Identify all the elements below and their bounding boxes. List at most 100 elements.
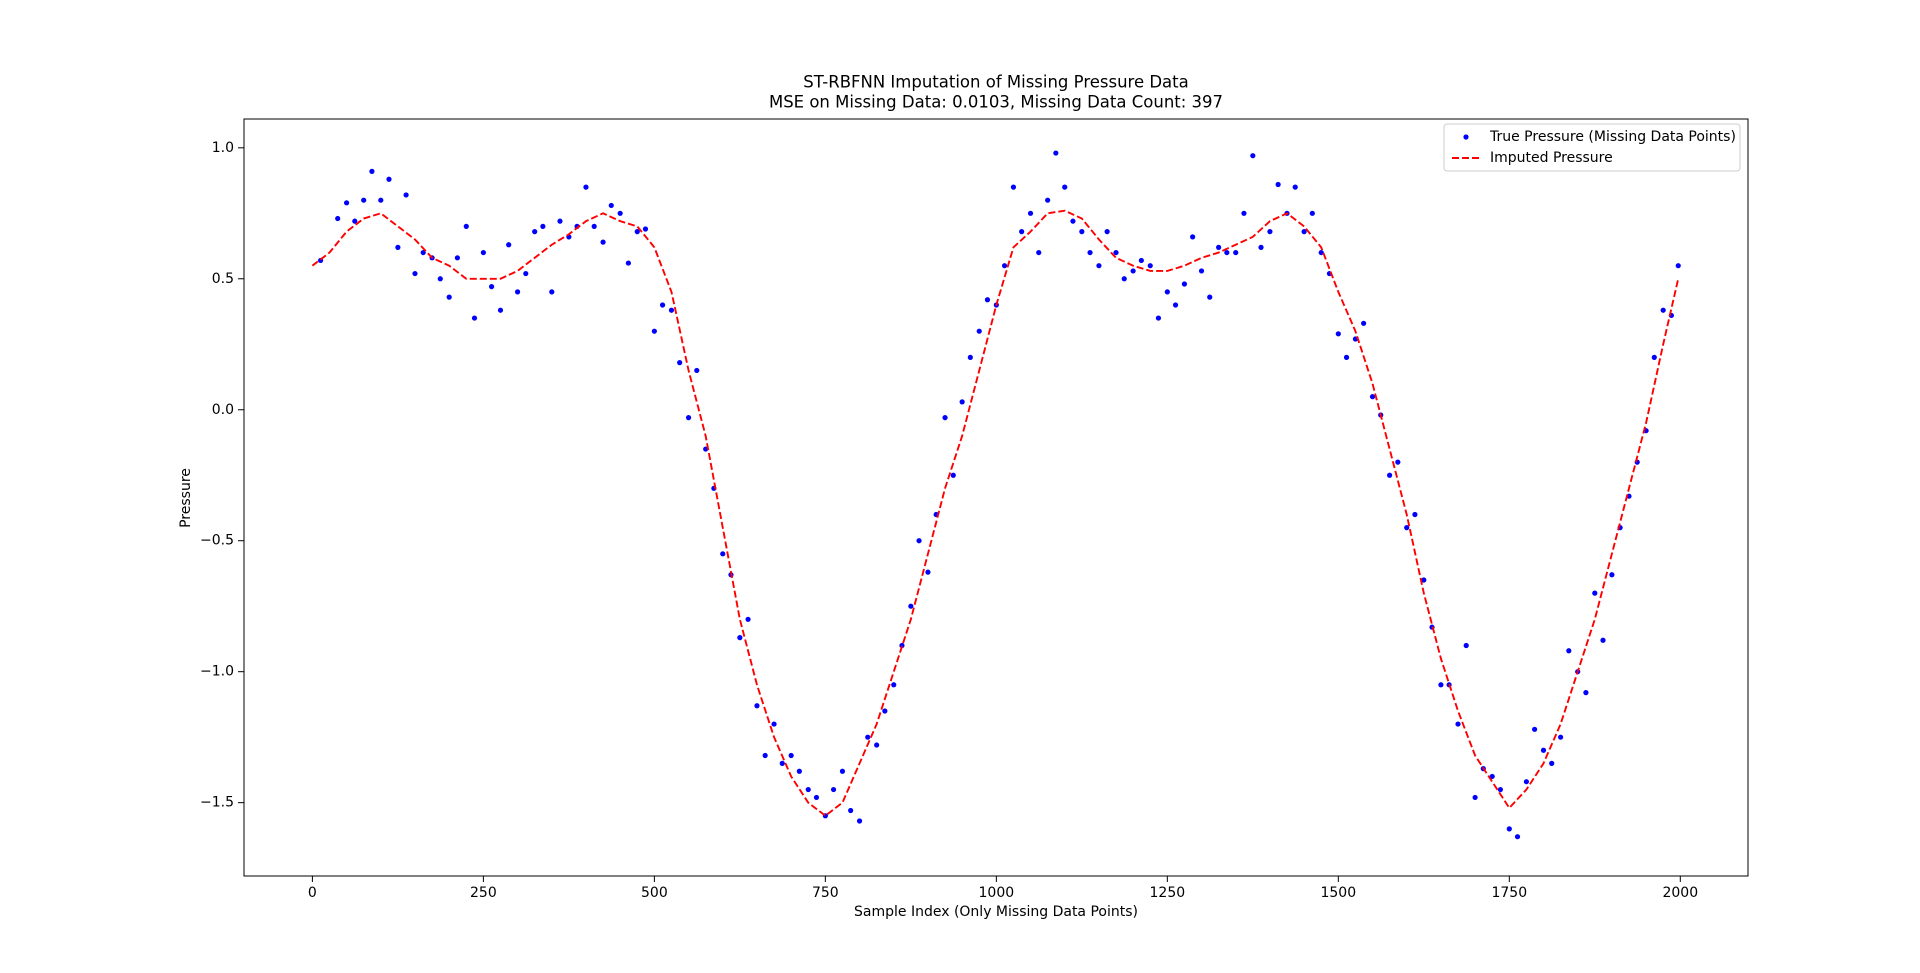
data-point xyxy=(1155,315,1162,321)
data-point xyxy=(796,768,802,774)
data-point xyxy=(976,328,982,334)
data-point xyxy=(583,184,589,190)
data-point xyxy=(891,682,897,688)
data-point xyxy=(1557,734,1564,740)
y-tick-label: −1.5 xyxy=(200,795,234,811)
data-point xyxy=(1609,572,1615,578)
data-point xyxy=(1675,263,1681,269)
data-point xyxy=(1369,394,1376,400)
data-point xyxy=(984,297,991,303)
data-point xyxy=(549,289,555,295)
data-point xyxy=(1489,773,1495,780)
data-point xyxy=(488,284,495,290)
x-tick-label: 250 xyxy=(470,885,497,901)
data-point xyxy=(771,721,777,727)
data-point xyxy=(532,229,538,235)
data-point xyxy=(1592,590,1598,596)
data-point xyxy=(1190,234,1196,240)
data-point xyxy=(950,472,956,478)
data-point xyxy=(848,807,854,814)
data-point xyxy=(361,197,367,203)
data-point xyxy=(694,367,700,374)
x-tick-label: 1250 xyxy=(1150,885,1186,901)
data-point xyxy=(1318,249,1324,256)
data-point xyxy=(677,360,683,366)
x-tick-label: 2000 xyxy=(1662,885,1698,901)
data-point xyxy=(1514,834,1521,840)
data-point xyxy=(642,226,649,232)
data-point xyxy=(446,294,452,300)
x-tick-label: 750 xyxy=(812,885,839,901)
data-point xyxy=(1275,181,1281,188)
data-point xyxy=(557,218,563,224)
data-point xyxy=(1258,244,1264,250)
data-point xyxy=(1523,779,1530,785)
x-tick-label: 1750 xyxy=(1491,885,1527,901)
data-point xyxy=(1045,197,1051,203)
data-point xyxy=(1583,690,1589,696)
data-point xyxy=(1224,249,1230,256)
data-point xyxy=(1113,249,1119,256)
legend-marker xyxy=(1463,134,1469,140)
imputed-line xyxy=(311,209,1680,817)
data-point xyxy=(1087,249,1093,256)
data-point xyxy=(1053,150,1059,156)
y-tick-label: 1.0 xyxy=(212,140,234,156)
data-point xyxy=(916,538,922,544)
data-point xyxy=(1412,511,1418,518)
data-point xyxy=(1096,263,1102,269)
data-point xyxy=(874,742,880,748)
chart-subtitle: MSE on Missing Data: 0.0103, Missing Dat… xyxy=(769,93,1223,112)
data-point xyxy=(1233,249,1239,256)
chart-title: ST-RBFNN Imputation of Missing Pressure … xyxy=(803,73,1189,92)
data-point xyxy=(899,642,905,649)
data-point xyxy=(1130,268,1136,274)
data-point xyxy=(463,223,469,229)
data-point xyxy=(685,415,692,421)
data-point xyxy=(1207,294,1213,300)
data-point xyxy=(634,229,640,235)
data-point xyxy=(1181,281,1188,287)
data-point xyxy=(805,786,811,793)
data-point xyxy=(1138,257,1144,264)
data-point xyxy=(882,708,888,714)
data-point xyxy=(856,818,863,824)
data-point xyxy=(471,315,478,321)
data-point xyxy=(1421,577,1427,583)
data-point xyxy=(1497,786,1504,793)
data-point xyxy=(865,734,871,740)
data-point xyxy=(600,239,606,245)
data-point xyxy=(1019,229,1025,235)
data-point xyxy=(1164,289,1170,295)
data-point xyxy=(1335,331,1341,337)
y-tick-label: 0.5 xyxy=(212,271,234,287)
data-point xyxy=(1472,794,1478,801)
y-tick-label: 0.0 xyxy=(212,402,234,418)
data-point xyxy=(1172,302,1179,308)
data-point xyxy=(352,218,358,224)
data-point xyxy=(754,703,760,709)
data-point xyxy=(1438,682,1444,688)
data-point xyxy=(514,289,521,295)
data-point xyxy=(608,202,614,209)
data-point xyxy=(1292,184,1298,190)
data-point xyxy=(625,260,631,266)
data-point xyxy=(617,210,623,216)
data-point xyxy=(659,302,666,308)
legend-box xyxy=(1443,123,1741,172)
data-point xyxy=(506,242,512,248)
data-point xyxy=(1216,244,1222,250)
x-tick-label: 1500 xyxy=(1320,885,1356,901)
data-point xyxy=(1001,263,1008,269)
data-point xyxy=(1506,826,1512,832)
data-point xyxy=(437,276,443,282)
data-point xyxy=(412,270,418,277)
x-tick-label: 500 xyxy=(641,885,668,901)
data-point xyxy=(967,354,973,360)
data-point xyxy=(1463,642,1469,649)
data-point xyxy=(523,270,529,277)
data-point xyxy=(1540,747,1547,753)
data-point xyxy=(335,215,341,222)
data-point xyxy=(395,244,401,250)
data-point xyxy=(1062,184,1068,190)
